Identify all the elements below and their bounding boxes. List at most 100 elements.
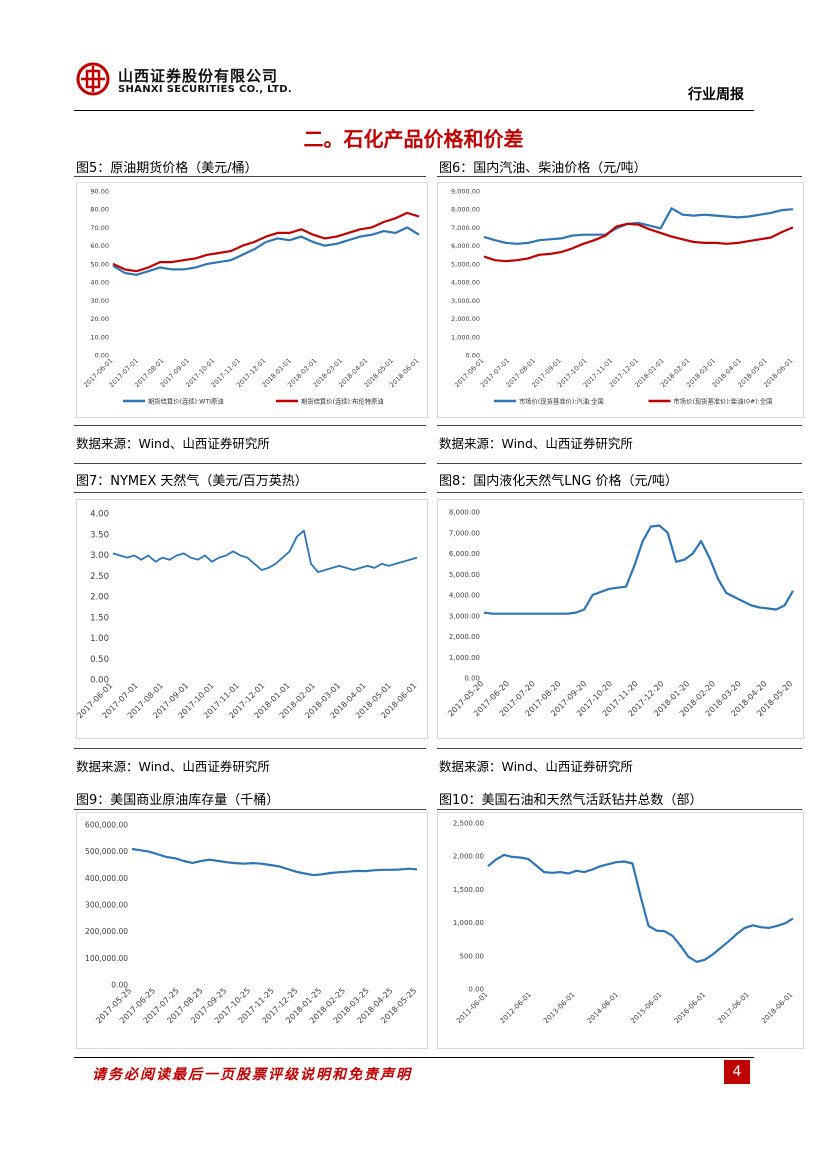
y-tick-label: 60.00 xyxy=(90,242,109,250)
caption-rule xyxy=(74,809,426,810)
series-line xyxy=(131,847,418,877)
source-rule xyxy=(437,425,802,426)
legend-label: 期货结算价(连续):布伦特原油 xyxy=(301,397,384,406)
y-tick-label: 1,000.00 xyxy=(453,919,484,927)
company-logo xyxy=(76,62,110,96)
figure-caption: 图6：国内汽油、柴油价格（元/吨） xyxy=(439,161,647,176)
x-tick-label: 2018-06-01 xyxy=(760,991,794,1025)
y-tick-label: 0.50 xyxy=(90,655,109,665)
source-rule xyxy=(74,425,426,426)
legend-label: 市场价(现货基准价):柴油(0#):全国 xyxy=(674,397,773,406)
source-rule xyxy=(74,748,426,749)
figure-caption: 图9：美国商业原油库存量（千桶） xyxy=(76,793,280,808)
legend-label: 市场价(现货基准价):汽油:全国 xyxy=(519,397,604,406)
x-tick-label: 2014-06-01 xyxy=(586,991,620,1025)
chart-fig5: 0.00 10.00 20.00 30.00 40.00 50.00 60.00 70.00 8… xyxy=(76,182,428,418)
x-tick-label: 2011-06-01 xyxy=(455,991,489,1025)
y-tick-label: 50.00 xyxy=(90,260,109,268)
chart-fig10: 0.00 500.00 1,000.00 1,500.00 2,000.00 2,500.… xyxy=(437,812,804,1049)
y-tick-label: 5,000.00 xyxy=(451,260,480,268)
x-tick-label: 2016-06-01 xyxy=(673,991,707,1025)
y-tick-label: 10.00 xyxy=(90,333,109,341)
chart-fig6: 0.00 1,000.00 2,000.00 3,000.00 4,000.00 5,00… xyxy=(437,182,804,418)
caption-rule xyxy=(437,492,802,493)
y-tick-label: 2,500.00 xyxy=(453,820,484,828)
series-line xyxy=(483,222,794,263)
y-tick-label: 1.50 xyxy=(90,613,109,623)
figure-source: 数据来源：Wind、山西证券研究所 xyxy=(439,759,633,774)
caption-rule-top xyxy=(74,463,426,464)
series-line xyxy=(112,529,418,573)
y-tick-label: 0.00 xyxy=(95,352,109,360)
company-name-en: SHANXI SECURITIES CO., LTD. xyxy=(118,84,292,95)
x-tick-label: 2015-06-01 xyxy=(629,991,663,1025)
legend-label: 期货结算价(连续):WTI原油 xyxy=(148,397,224,406)
y-tick-label: 2.50 xyxy=(90,572,109,582)
figure-caption: 图7：NYMEX 天然气（美元/百万英热） xyxy=(76,474,308,489)
figure-source: 数据来源：Wind、山西证券研究所 xyxy=(76,436,270,451)
logo-mark-icon xyxy=(76,62,110,96)
y-tick-label: 80.00 xyxy=(90,206,109,214)
y-tick-label: 7,000.00 xyxy=(449,529,480,537)
y-tick-label: 1,000.00 xyxy=(451,333,480,341)
y-tick-label: 2,000.00 xyxy=(451,315,480,323)
series-line xyxy=(483,524,794,615)
y-tick-label: 3.00 xyxy=(90,551,109,561)
y-tick-label: 0.00 xyxy=(111,981,128,990)
figure-caption: 图10：美国石油和天然气活跃钻井总数（部） xyxy=(439,793,703,808)
chart-fig8: 0.00 1,000.00 2,000.00 3,000.00 4,000.00 5,00… xyxy=(437,499,804,739)
y-tick-label: 3,000.00 xyxy=(449,612,480,620)
chart-fig7: 0.00 0.50 1.00 1.50 2.00 2.50 3.00 3.50 4.00 2017… xyxy=(76,499,428,739)
figure-source: 数据来源：Wind、山西证券研究所 xyxy=(76,759,270,774)
caption-rule xyxy=(437,809,802,810)
page-number: 4 xyxy=(724,1060,750,1084)
y-tick-label: 0.00 xyxy=(466,352,480,360)
y-tick-label: 2,000.00 xyxy=(453,853,484,861)
section-title: 二。石化产品价格和价差 xyxy=(303,127,524,151)
y-tick-label: 20.00 xyxy=(90,315,109,323)
y-tick-label: 9,000.00 xyxy=(451,188,480,196)
y-tick-label: 300,000.00 xyxy=(85,901,128,910)
y-tick-label: 4,000.00 xyxy=(449,592,480,600)
y-tick-label: 7,000.00 xyxy=(451,224,480,232)
series-line xyxy=(112,226,420,276)
y-tick-label: 0.00 xyxy=(90,676,109,686)
y-tick-label: 100,000.00 xyxy=(85,954,128,963)
y-tick-label: 4,000.00 xyxy=(451,279,480,287)
y-tick-label: 40.00 xyxy=(90,279,109,287)
figure-source: 数据来源：Wind、山西证券研究所 xyxy=(439,436,633,451)
caption-rule-top xyxy=(437,463,802,464)
caption-rule xyxy=(437,176,802,177)
y-tick-label: 500,000.00 xyxy=(85,847,128,856)
chart-fig9: 0.00 100,000.00 200,000.00 300,000.00 400,00… xyxy=(76,812,428,1049)
series-line xyxy=(487,853,794,963)
y-tick-label: 4.00 xyxy=(90,510,109,520)
y-tick-label: 1,500.00 xyxy=(453,886,484,894)
caption-rule xyxy=(74,492,426,493)
x-tick-label: 2012-06-01 xyxy=(499,991,533,1025)
y-tick-label: 90.00 xyxy=(90,188,109,196)
y-tick-label: 0.00 xyxy=(464,675,480,683)
figure-caption: 图8：国内液化天然气LNG 价格（元/吨） xyxy=(439,474,678,489)
caption-rule xyxy=(74,176,426,177)
source-rule xyxy=(437,748,802,749)
company-name-cn: 山西证券股份有限公司 xyxy=(118,67,279,85)
y-tick-label: 6,000.00 xyxy=(449,550,480,558)
y-tick-label: 200,000.00 xyxy=(85,927,128,936)
x-tick-label: 2013-06-01 xyxy=(542,991,576,1025)
x-tick-label: 2017-06-01 xyxy=(716,991,750,1025)
series-line xyxy=(483,207,794,245)
y-tick-label: 2.00 xyxy=(90,593,109,603)
y-tick-label: 8,000.00 xyxy=(451,206,480,214)
y-tick-label: 2,000.00 xyxy=(449,633,480,641)
y-tick-label: 1.00 xyxy=(90,634,109,644)
y-tick-label: 3,000.00 xyxy=(451,297,480,305)
y-tick-label: 0.00 xyxy=(468,986,484,994)
y-tick-label: 3.50 xyxy=(90,530,109,540)
series-line xyxy=(112,211,420,273)
header-rule xyxy=(74,110,754,111)
y-tick-label: 500.00 xyxy=(460,952,485,960)
y-tick-label: 70.00 xyxy=(90,224,109,232)
y-tick-label: 8,000.00 xyxy=(449,509,480,517)
disclaimer: 请务必阅读最后一页股票评级说明和免责声明 xyxy=(92,1067,412,1083)
